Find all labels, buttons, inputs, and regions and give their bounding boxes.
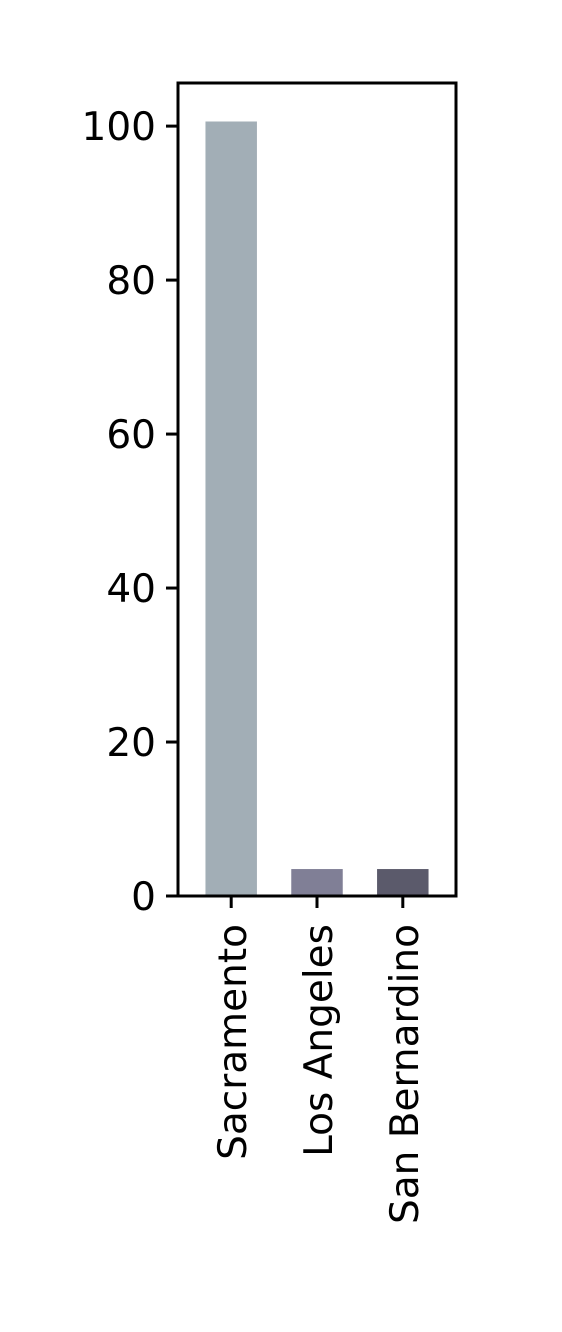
bar-sacramento	[205, 121, 257, 897]
bar-los-angeles	[291, 869, 343, 896]
bar-san-bernardino	[377, 869, 429, 896]
x-tick-label: San Bernardino	[383, 924, 428, 1224]
y-tick-label: 20	[106, 721, 156, 766]
bars-layer	[205, 121, 429, 897]
y-tick-label: 80	[106, 259, 156, 304]
x-tick-label: Sacramento	[211, 924, 256, 1160]
axes-layer: Sacramento Los Angeles San Bernardino 0 20 40…	[82, 105, 428, 1224]
plot-area-frame	[176, 81, 458, 898]
y-tick-label: 100	[82, 105, 156, 150]
y-tick-label: 60	[106, 413, 156, 458]
y-tick-label: 40	[106, 567, 156, 612]
y-tick-label: 0	[131, 875, 156, 920]
x-tick-label: Los Angeles	[297, 924, 342, 1157]
